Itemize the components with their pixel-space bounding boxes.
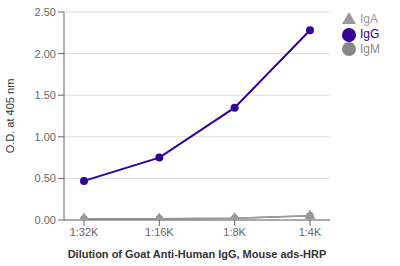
svg-text:0.50: 0.50 [35,172,56,184]
svg-text:1:32K: 1:32K [70,226,99,238]
svg-text:2.00: 2.00 [35,48,56,60]
svg-text:1:4K: 1:4K [299,226,322,238]
html-text:IgM: IgM [360,41,380,56]
svg-text:1.00: 1.00 [35,131,56,143]
svg-text:1:16K: 1:16K [145,226,174,238]
svg-text:Dilution of Goat Anti-Human Ig: Dilution of Goat Anti-Human IgG, Mouse a… [68,248,327,260]
svg-text:1:8K: 1:8K [223,226,246,238]
svg-text:O.D. at 405 nm: O.D. at 405 nm [8,79,16,154]
html-text:IgG: IgG [360,26,380,41]
svg-text:0.00: 0.00 [35,214,56,226]
svg-text:1.50: 1.50 [35,89,56,101]
svg-text:2.50: 2.50 [35,6,56,18]
html-text:IgA: IgA [360,12,378,26]
